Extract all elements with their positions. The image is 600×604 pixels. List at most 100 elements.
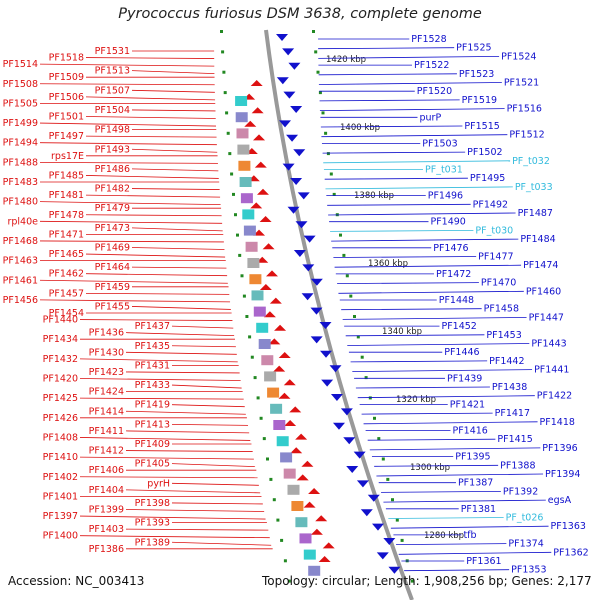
right-gene-label: PF1474 (523, 260, 558, 271)
feature-block (251, 290, 264, 301)
scale-tick (222, 70, 226, 74)
scale-tick (248, 335, 252, 339)
right-label-leader (374, 464, 499, 467)
right-label-leader (333, 256, 477, 258)
scale-tick (266, 457, 269, 461)
feature-block (291, 501, 304, 511)
left-gene-label: PF1436 (89, 328, 124, 339)
right-label-leader (361, 412, 493, 415)
feature-block (235, 112, 248, 123)
left-gene-label: PF1456 (3, 295, 38, 306)
left-gene-label: PF1410 (43, 452, 78, 463)
left-gene-label: PF1404 (89, 485, 124, 496)
right-label-leader (376, 473, 544, 477)
right-gene-label: PF1438 (492, 382, 527, 393)
plus-gene-arrow (301, 460, 314, 467)
right-gene-label: PF1503 (422, 138, 457, 149)
left-gene-label: PF1403 (89, 524, 124, 535)
left-gene-label: PF1469 (95, 243, 130, 254)
right-gene-label: egsA (548, 495, 572, 506)
plus-gene-arrow (290, 447, 303, 454)
plus-gene-arrow (250, 202, 263, 209)
right-gene-label: PF1392 (503, 486, 538, 497)
right-label-leader (330, 230, 474, 232)
left-gene-label: PF1433 (135, 380, 170, 391)
plus-gene-arrow (254, 161, 267, 168)
right-gene-label: PF1490 (430, 217, 465, 228)
right-label-leader (390, 525, 549, 529)
right-label-leader (323, 160, 511, 164)
plus-gene-arrow (310, 528, 323, 535)
left-gene-label: PF1411 (89, 426, 124, 437)
scale-tick (321, 111, 325, 115)
left-label-leader (125, 332, 235, 337)
plus-gene-arrow (283, 379, 296, 386)
left-label-leader (171, 463, 256, 468)
right-label-leader (319, 108, 505, 111)
left-gene-label: PF1531 (95, 46, 130, 57)
left-gene-label: PF1405 (135, 459, 170, 470)
left-gene-label: PF1426 (43, 413, 78, 424)
minus-gene-arrow (383, 538, 396, 545)
map-title: Pyrococcus furiosus DSM 3638, complete g… (118, 6, 482, 22)
right-gene-label: PF1361 (466, 556, 501, 567)
right-gene-label: PF_t026 (506, 513, 544, 524)
scale-tick (332, 192, 336, 196)
left-gene-label: PF1498 (95, 125, 130, 136)
left-gene-label: PF1401 (43, 491, 78, 502)
minus-gene-arrow (283, 91, 296, 99)
scale-tick (326, 152, 330, 156)
left-gene-label: PF1514 (3, 59, 38, 70)
scale-tick (312, 30, 315, 33)
left-label-leader (39, 161, 218, 164)
right-label-leader (383, 499, 546, 503)
left-gene-label: PF1425 (43, 393, 78, 404)
scale-tick (316, 70, 320, 74)
left-gene-label: PF1488 (3, 157, 38, 168)
right-label-leader (318, 47, 455, 50)
right-gene-label: PF1395 (455, 452, 490, 463)
left-gene-label: PF1493 (95, 144, 130, 155)
minus-gene-arrow (276, 34, 289, 41)
scale-tick (234, 213, 237, 217)
minus-gene-arrow (330, 394, 343, 401)
left-gene-label: PF1399 (89, 505, 124, 516)
left-label-leader (171, 502, 263, 505)
left-label-leader (39, 220, 223, 224)
left-gene-label: PF1461 (3, 275, 38, 286)
plus-gene-arrow (259, 284, 272, 290)
right-gene-label: PF1515 (464, 121, 499, 132)
left-gene-label: PF1402 (43, 472, 78, 483)
left-label-leader (125, 371, 240, 374)
scale-tick (353, 315, 356, 318)
right-gene-label: PF1516 (507, 104, 542, 115)
left-gene-label: PF1434 (43, 334, 78, 345)
right-label-leader (404, 569, 510, 572)
right-label-leader (324, 177, 468, 180)
minus-gene-arrow (343, 437, 356, 445)
right-label-leader (321, 134, 508, 138)
scale-tick (256, 396, 260, 400)
left-label-leader (131, 70, 215, 75)
left-gene-label: PF1440 (43, 315, 78, 326)
scale-tick (410, 579, 414, 583)
right-label-leader (396, 543, 507, 545)
minus-gene-arrow (320, 350, 333, 358)
left-label-leader (131, 306, 231, 310)
right-label-leader (327, 203, 471, 206)
plus-gene-arrow (308, 488, 321, 494)
left-label-leader (39, 83, 215, 86)
right-label-leader (331, 238, 519, 242)
left-gene-label: PF1513 (95, 66, 130, 77)
right-label-leader (369, 447, 541, 451)
genome-backbone (264, 29, 414, 601)
left-label-leader (79, 476, 258, 479)
right-gene-label: PF1417 (495, 408, 530, 419)
right-label-leader (367, 438, 496, 441)
plus-gene-arrow (274, 324, 287, 331)
feature-block (303, 549, 316, 560)
right-gene-label: PF1447 (529, 312, 564, 323)
minus-gene-arrow (301, 293, 314, 301)
feature-block (280, 452, 293, 463)
